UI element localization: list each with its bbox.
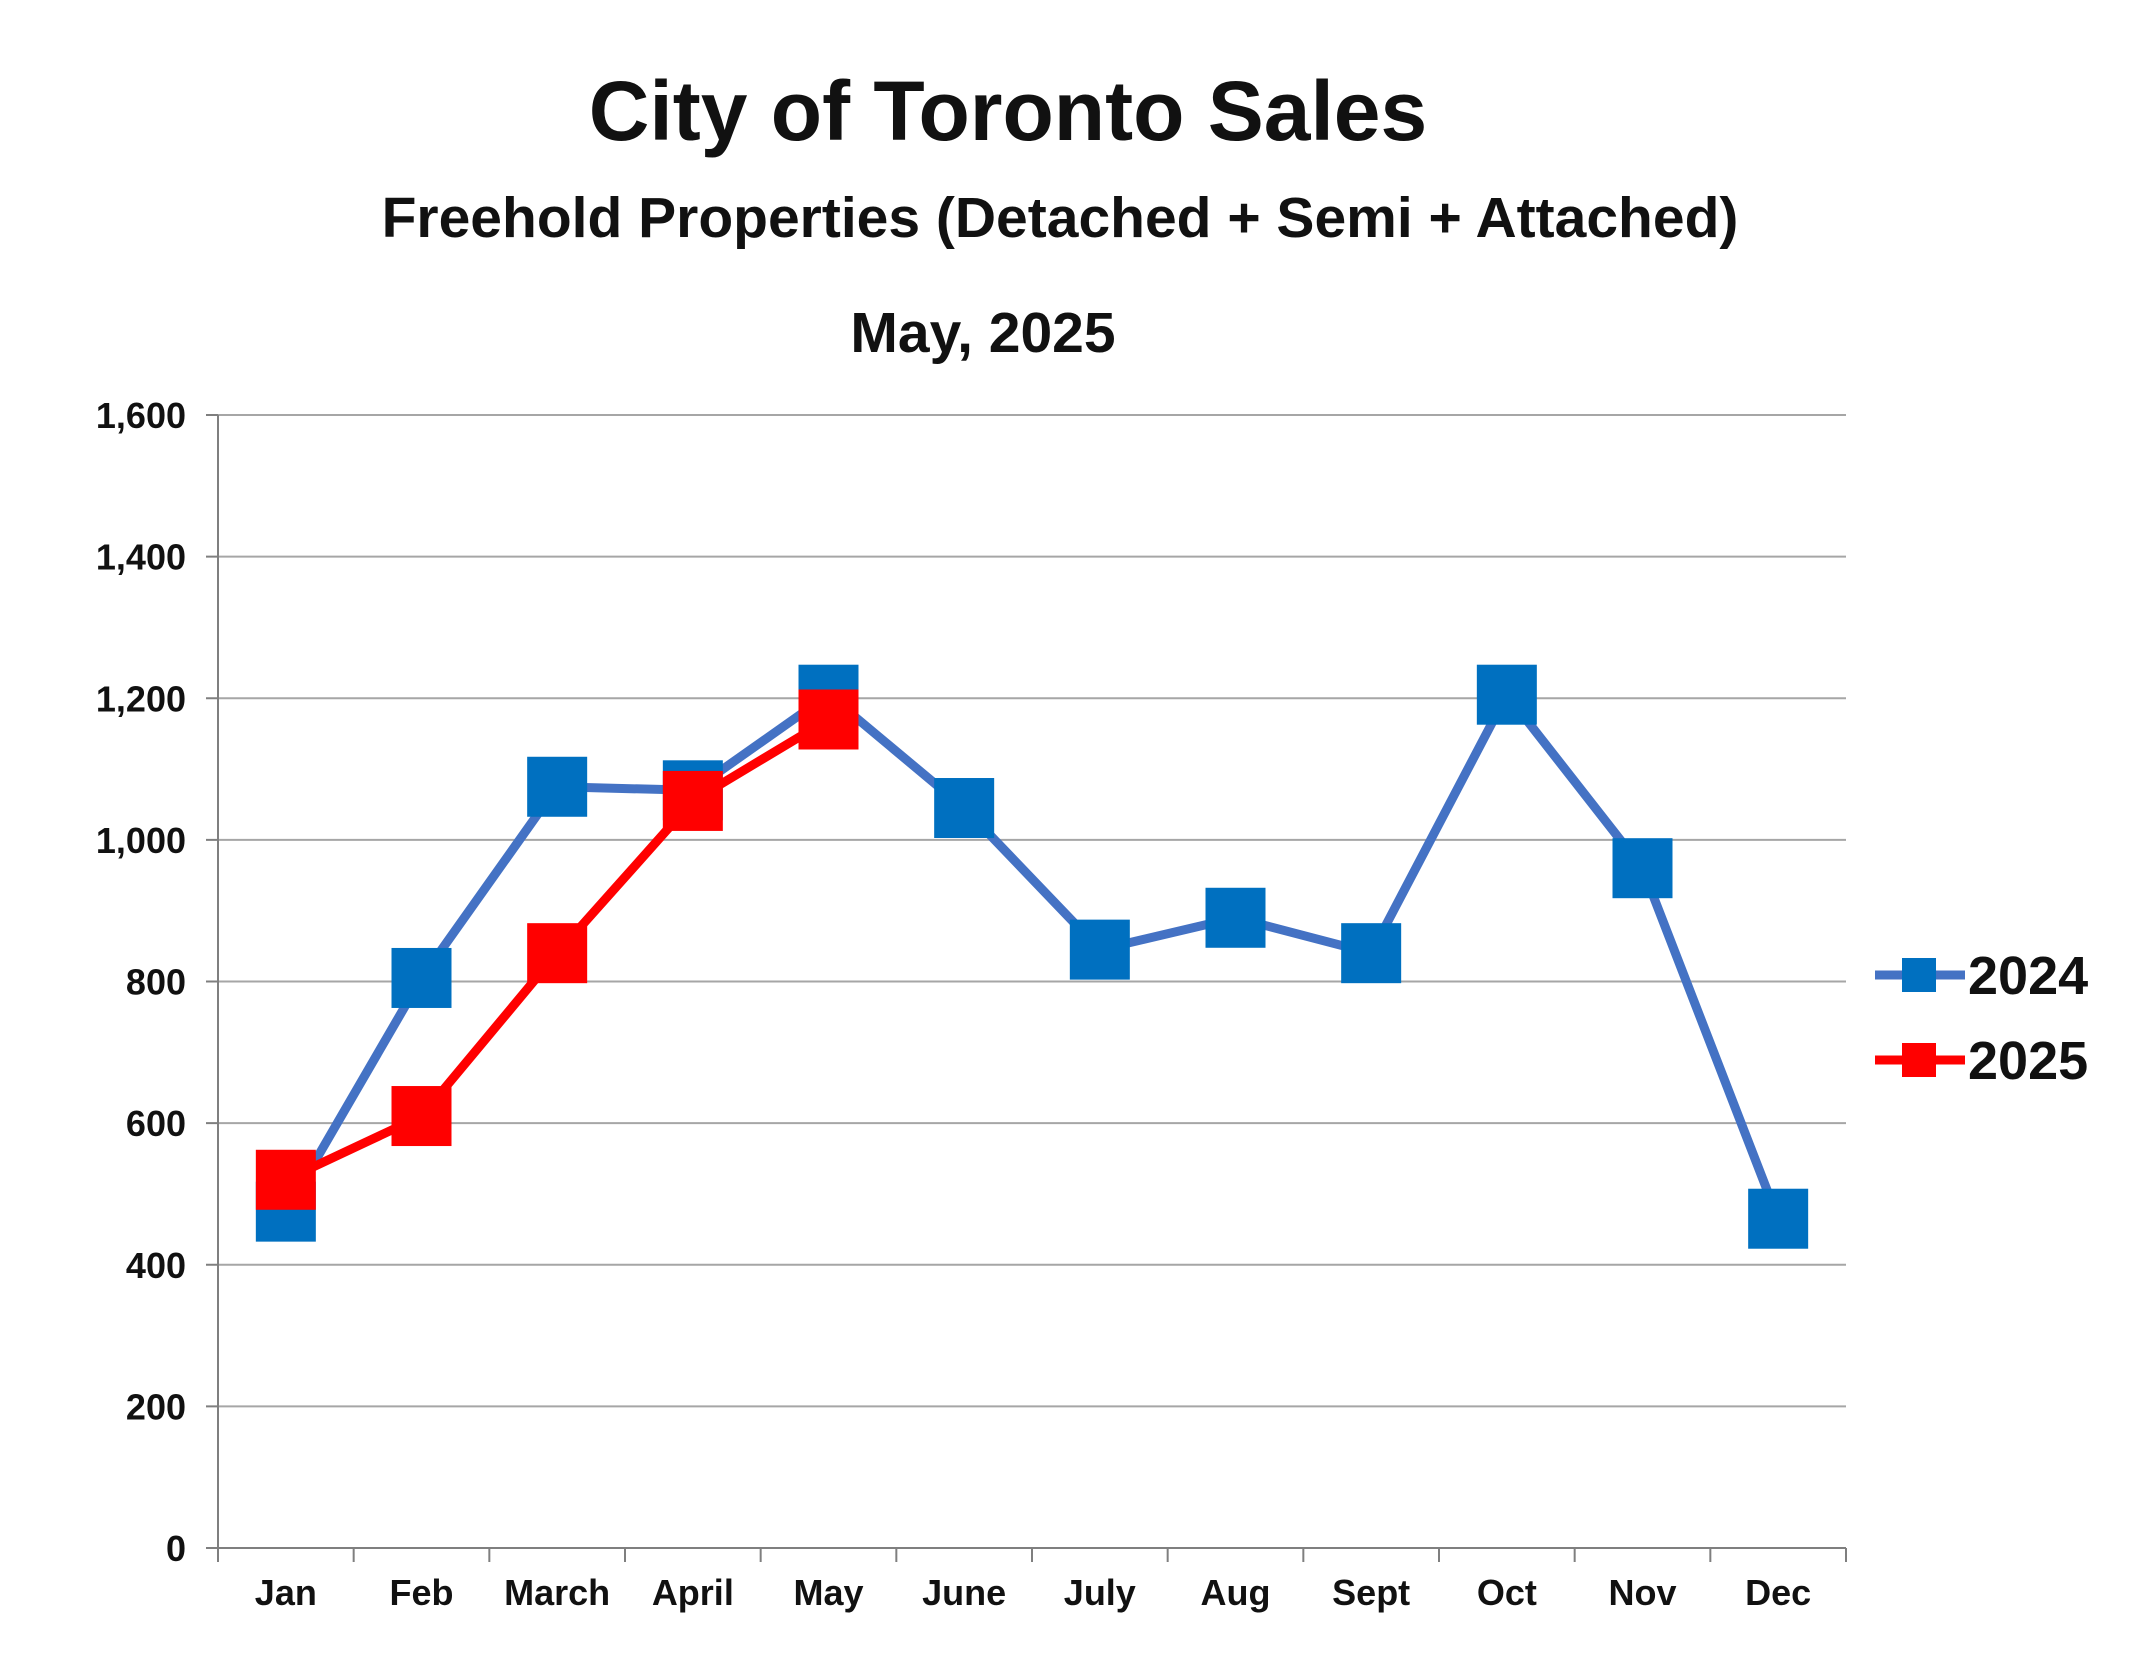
data-point-2024-june bbox=[934, 778, 995, 839]
data-point-2024-feb bbox=[391, 947, 452, 1008]
y-tick-label: 1,400 bbox=[96, 537, 186, 578]
chart-period: May, 2025 bbox=[850, 301, 1115, 365]
y-tick-label: 0 bbox=[166, 1528, 186, 1569]
x-tick-label-april: April bbox=[652, 1572, 734, 1613]
legend-label-2024: 2024 bbox=[1968, 946, 2088, 1006]
data-point-2025-may bbox=[798, 689, 859, 750]
chart-title: City of Toronto Sales bbox=[589, 64, 1427, 158]
data-point-2024-dec bbox=[1748, 1188, 1809, 1249]
x-tick-label-july: July bbox=[1064, 1572, 1136, 1613]
x-tick-label-dec: Dec bbox=[1745, 1572, 1811, 1613]
chart-subtitle: Freehold Properties (Detached + Semi + A… bbox=[382, 186, 1739, 250]
data-point-2024-march bbox=[527, 756, 588, 817]
y-tick-label: 1,200 bbox=[96, 678, 186, 719]
legend-marker-2024 bbox=[1902, 958, 1936, 992]
x-tick-label-feb: Feb bbox=[389, 1572, 453, 1613]
legend-label-2025: 2025 bbox=[1968, 1031, 2088, 1091]
x-tick-label-sept: Sept bbox=[1332, 1572, 1410, 1613]
data-point-2025-april bbox=[662, 770, 723, 831]
y-tick-label: 800 bbox=[126, 962, 186, 1003]
legend-marker-2025 bbox=[1902, 1043, 1936, 1077]
series-line-2024 bbox=[281, 690, 1783, 1221]
x-tick-label-may: May bbox=[793, 1572, 863, 1613]
data-point-2024-oct bbox=[1476, 664, 1537, 725]
plot-area: 0 200 400 600 800 1,000 1,200 1,400 1,600 Jan Feb M… bbox=[96, 395, 2088, 1613]
y-tick-label: 1,000 bbox=[96, 820, 186, 861]
x-tick-label-aug: Aug bbox=[1201, 1572, 1271, 1613]
y-tick-label: 400 bbox=[126, 1245, 186, 1286]
y-tick-label: 200 bbox=[126, 1386, 186, 1427]
data-point-2025-jan bbox=[255, 1149, 316, 1210]
data-point-2025-feb bbox=[391, 1086, 452, 1147]
data-point-2024-sept bbox=[1341, 923, 1402, 984]
x-tick-label-march: March bbox=[504, 1572, 610, 1613]
y-tick-label: 600 bbox=[126, 1103, 186, 1144]
data-point-2025-march bbox=[527, 923, 588, 984]
x-tick-label-jan: Jan bbox=[255, 1572, 317, 1613]
x-tick-label-oct: Oct bbox=[1477, 1572, 1537, 1613]
data-point-2024-nov bbox=[1612, 838, 1673, 899]
y-tick-label: 1,600 bbox=[96, 395, 186, 436]
x-tick-label-nov: Nov bbox=[1608, 1572, 1676, 1613]
data-point-2024-july bbox=[1069, 919, 1130, 980]
x-tick-label-june: June bbox=[922, 1572, 1006, 1613]
data-point-2024-aug bbox=[1205, 887, 1266, 948]
